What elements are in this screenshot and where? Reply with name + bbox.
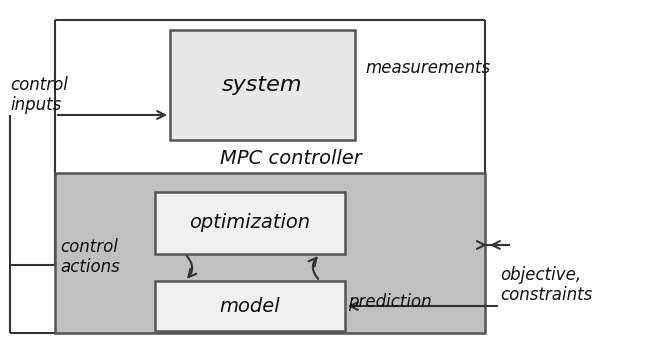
Text: objective,
constraints: objective, constraints (500, 266, 592, 304)
Text: optimization: optimization (189, 214, 311, 232)
FancyBboxPatch shape (155, 281, 345, 331)
FancyBboxPatch shape (55, 173, 485, 333)
Text: control
inputs: control inputs (10, 76, 68, 114)
Text: model: model (219, 296, 281, 316)
Text: system: system (222, 75, 303, 95)
Text: prediction: prediction (348, 293, 432, 311)
FancyBboxPatch shape (170, 30, 355, 140)
FancyBboxPatch shape (155, 192, 345, 254)
Text: control
actions: control actions (60, 237, 120, 277)
Text: measurements: measurements (365, 59, 490, 77)
Text: MPC controller: MPC controller (220, 149, 362, 168)
